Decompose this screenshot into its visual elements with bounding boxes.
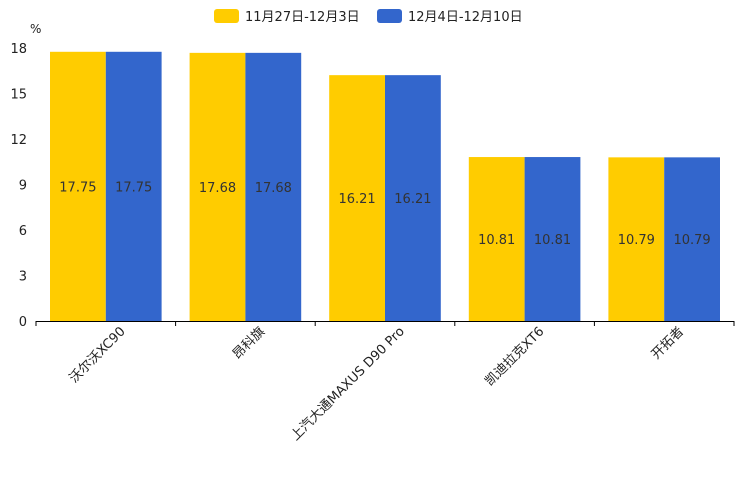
x-tick-label: 凯迪拉克XT6: [482, 324, 547, 389]
bar: [468, 157, 525, 321]
x-tick-label: 沃尔沃XC90: [67, 324, 129, 386]
legend-swatch: [377, 9, 402, 23]
bar: [189, 52, 246, 321]
y-axis-unit: %: [30, 22, 41, 36]
bar-value-label: 17.75: [59, 180, 96, 195]
x-tick-label: 昂科旗: [229, 324, 268, 363]
legend-swatch: [214, 9, 239, 23]
x-tick-label: 开拓者: [649, 324, 687, 362]
y-tick-label: 3: [19, 270, 27, 285]
y-tick-label: 0: [19, 315, 27, 330]
bar-value-label: 17.68: [255, 181, 292, 196]
y-tick-label: 12: [10, 133, 27, 148]
legend-label: 12月4日-12月10日: [408, 10, 523, 25]
y-tick-label: 15: [10, 88, 27, 103]
bar-value-label: 17.68: [199, 181, 236, 196]
bar: [50, 51, 106, 322]
bar-value-label: 10.79: [618, 233, 655, 248]
bar-value-label: 16.21: [394, 192, 431, 207]
bar: [385, 75, 441, 321]
legend-label: 11月27日-12月3日: [245, 10, 360, 25]
bar-value-label: 10.81: [534, 233, 571, 248]
y-tick-label: 6: [19, 224, 27, 239]
bar-value-label: 10.79: [673, 233, 710, 248]
bar-value-label: 10.81: [478, 233, 515, 248]
bar: [524, 157, 581, 321]
bar: [329, 75, 385, 321]
y-tick-label: 18: [10, 42, 27, 57]
bar-value-label: 16.21: [338, 192, 375, 207]
y-tick-label: 9: [19, 179, 27, 194]
bar: [105, 51, 162, 322]
bar-value-label: 17.75: [115, 180, 152, 195]
x-tick-label: 上汽大通MAXUS D90 Pro: [288, 324, 408, 444]
bar: [664, 157, 720, 321]
bar: [608, 157, 665, 321]
bar: [245, 52, 302, 321]
